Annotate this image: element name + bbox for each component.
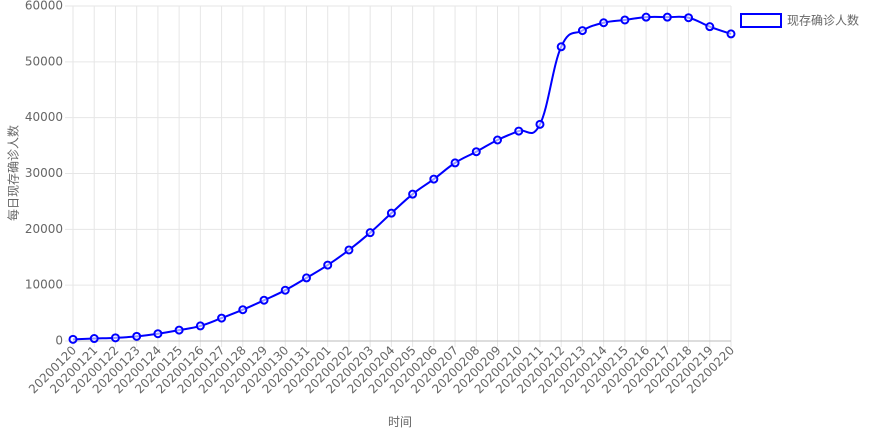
point bbox=[684, 13, 694, 23]
point bbox=[132, 331, 142, 341]
point bbox=[641, 12, 651, 22]
point bbox=[344, 245, 354, 255]
point bbox=[408, 189, 418, 199]
point bbox=[110, 333, 120, 343]
point bbox=[89, 334, 99, 344]
point bbox=[259, 295, 269, 305]
point bbox=[365, 228, 375, 238]
point bbox=[471, 147, 481, 157]
point bbox=[301, 273, 311, 283]
point bbox=[450, 158, 460, 168]
point bbox=[514, 126, 524, 136]
point bbox=[620, 15, 630, 25]
point bbox=[577, 26, 587, 36]
y-tick-label: 10000 bbox=[25, 278, 63, 292]
y-tick-label: 40000 bbox=[25, 110, 63, 124]
point bbox=[174, 325, 184, 335]
y-axis-label: 每日现存确诊人数 bbox=[6, 125, 21, 221]
point bbox=[195, 321, 205, 331]
point bbox=[280, 285, 290, 295]
x-axis-label: 时间 bbox=[388, 415, 412, 429]
point bbox=[535, 119, 545, 129]
point bbox=[68, 334, 78, 344]
y-tick-label: 30000 bbox=[25, 166, 63, 180]
legend-swatch bbox=[740, 13, 782, 28]
point bbox=[153, 329, 163, 339]
y-tick-label: 0 bbox=[55, 334, 63, 348]
point bbox=[705, 22, 715, 32]
point bbox=[599, 18, 609, 28]
line bbox=[72, 15, 732, 341]
point bbox=[238, 305, 248, 315]
point bbox=[386, 208, 396, 218]
point bbox=[493, 135, 503, 145]
point bbox=[556, 42, 566, 52]
y-tick-label: 60000 bbox=[25, 0, 63, 13]
point bbox=[217, 313, 227, 323]
y-tick-label: 50000 bbox=[25, 54, 63, 68]
point bbox=[323, 260, 333, 270]
point bbox=[429, 174, 439, 184]
point bbox=[662, 12, 672, 22]
point bbox=[726, 29, 736, 39]
y-tick-label: 20000 bbox=[25, 222, 63, 236]
legend-label: 现存确诊人数 bbox=[787, 13, 859, 28]
